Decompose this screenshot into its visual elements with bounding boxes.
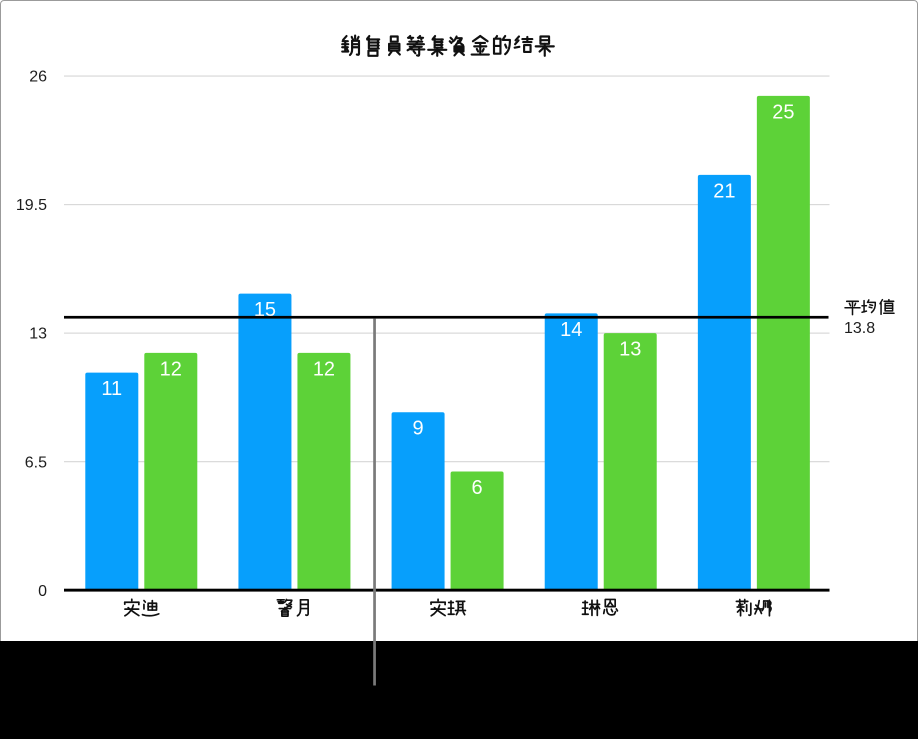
svg-text:12: 12 [313,358,335,380]
svg-text:19.5: 19.5 [16,197,47,214]
svg-text:26: 26 [29,69,47,86]
svg-text:6.5: 6.5 [25,454,47,471]
svg-text:25: 25 [772,101,794,123]
svg-text:21: 21 [713,180,735,202]
svg-text:9: 9 [413,418,424,440]
svg-text:11: 11 [101,378,122,400]
svg-text:14: 14 [560,319,582,341]
svg-text:6: 6 [472,477,483,499]
svg-text:13: 13 [619,339,641,361]
svg-text:13.8: 13.8 [844,320,875,337]
svg-text:13: 13 [29,326,47,343]
svg-text:15: 15 [254,299,276,321]
svg-text:0: 0 [38,583,47,600]
svg-text:12: 12 [160,358,182,380]
